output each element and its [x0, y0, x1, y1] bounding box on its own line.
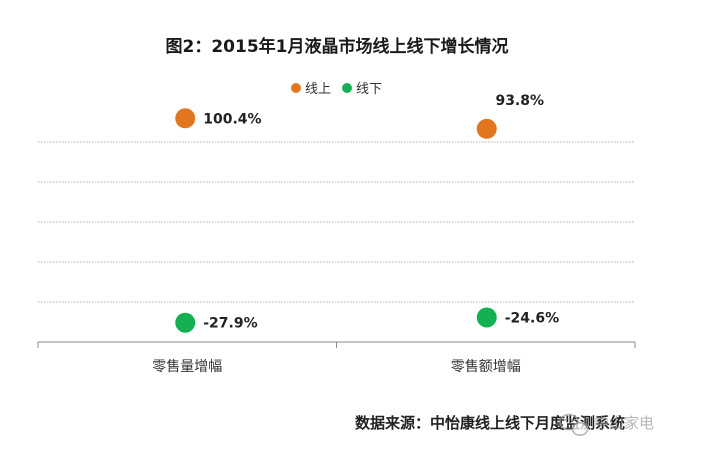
legend-item-online: 线上: [291, 82, 331, 97]
data-label: -24.6%: [505, 310, 559, 326]
watermark-text: 中山家电: [594, 414, 654, 432]
data-point: [476, 307, 497, 328]
wechat-icon: [559, 413, 589, 436]
legend-label-online: 线上: [305, 82, 331, 97]
x-tick-label: 零售额增幅: [451, 359, 521, 375]
legend: 线上 线下: [291, 82, 382, 97]
legend-marker-online: [291, 83, 301, 93]
legend-marker-offline: [342, 83, 352, 93]
data-label: -27.9%: [203, 316, 257, 332]
watermark: 中山家电: [559, 413, 654, 436]
data-point: [175, 108, 196, 129]
gridlines: [38, 141, 635, 303]
data-label: 93.8%: [495, 93, 544, 109]
x-axis: 零售量增幅 零售额增幅: [37, 341, 636, 375]
data-label: 100.4%: [203, 111, 261, 127]
chart-title: 图2：2015年1月液晶市场线上线下增长情况: [166, 36, 509, 57]
data-point: [476, 118, 497, 139]
source-note: 数据来源：中怡康线上线下月度监测系统: [355, 414, 625, 432]
legend-item-offline: 线下: [342, 82, 382, 97]
x-tick-label: 零售量增幅: [152, 359, 222, 375]
data-points: 100.4% 93.8% -27.9% -24.6%: [175, 93, 559, 333]
data-point: [175, 312, 196, 333]
legend-label-offline: 线下: [356, 82, 382, 97]
